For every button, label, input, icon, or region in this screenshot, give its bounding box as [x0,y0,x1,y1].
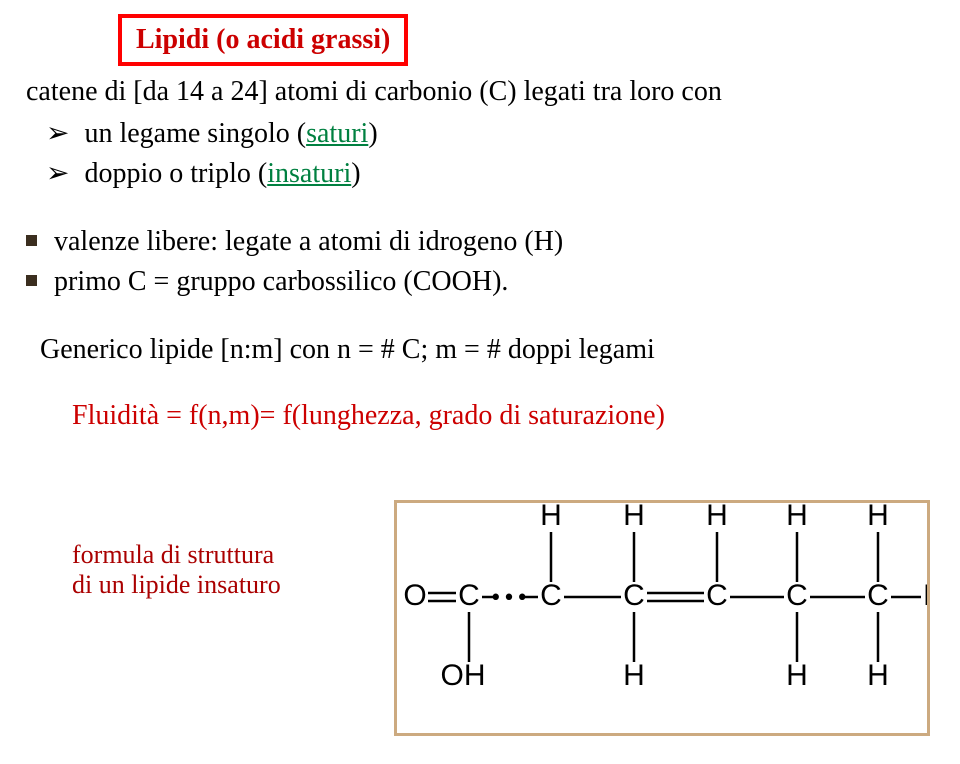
bullet-saturi: un legame singolo (saturi) [46,116,378,150]
svg-text:H: H [786,503,808,532]
generic-text: Generico lipide [n:m] con n = # C; m = #… [40,334,655,365]
svg-text:C: C [540,579,562,612]
bullet-suffix: ) [368,118,377,149]
fluidity-text: Fluidità = f(n,m)= f(lunghezza, grado di… [72,400,665,431]
fluidity-line: Fluidità = f(n,m)= f(lunghezza, grado di… [72,400,665,432]
svg-text:C: C [786,579,808,612]
svg-text:H: H [867,503,889,532]
title-box: Lipidi (o acidi grassi) [118,14,408,66]
svg-text:H: H [540,503,562,532]
svg-text:C: C [867,579,889,612]
title-text: Lipidi (o acidi grassi) [136,24,390,55]
svg-text:C: C [458,579,480,612]
intro-text: catene di [da 14 a 24] atomi di carbonio… [26,76,722,107]
bullet-text: primo C = gruppo carbossilico (COOH). [54,266,508,297]
svg-text:H: H [706,503,728,532]
underlined-saturi: saturi [306,118,368,149]
bullet-insaturi: doppio o triplo (insaturi) [46,156,361,190]
svg-text:C: C [706,579,728,612]
svg-text:OH: OH [441,659,486,692]
generic-line: Generico lipide [n:m] con n = # C; m = #… [40,334,655,366]
underlined-insaturi: insaturi [267,158,351,189]
svg-text:O: O [403,579,426,612]
formula-label-line1: formula di struttura [72,540,274,569]
molecule-diagram: HHHHHOCCCCCCH•••OHHHH [394,500,930,736]
bullet-text: valenze libere: legate a atomi di idroge… [54,226,563,257]
bullet-valenze: valenze libere: legate a atomi di idroge… [26,226,563,258]
svg-text:H: H [623,659,645,692]
svg-text:H: H [623,503,645,532]
molecule-svg: HHHHHOCCCCCCH•••OHHHH [397,503,927,733]
bullet-suffix: ) [351,158,360,189]
svg-text:H: H [923,579,927,612]
svg-text:•••: ••• [489,586,529,611]
bullet-text: doppio o triplo ( [84,158,267,189]
formula-label-line2: di un lipide insaturo [72,570,281,599]
svg-text:H: H [867,659,889,692]
bullet-text: un legame singolo ( [84,118,306,149]
formula-label: formula di struttura di un lipide insatu… [72,540,281,600]
bullet-primoc: primo C = gruppo carbossilico (COOH). [26,266,508,298]
intro-line: catene di [da 14 a 24] atomi di carbonio… [26,76,722,108]
svg-text:H: H [786,659,808,692]
svg-text:C: C [623,579,645,612]
